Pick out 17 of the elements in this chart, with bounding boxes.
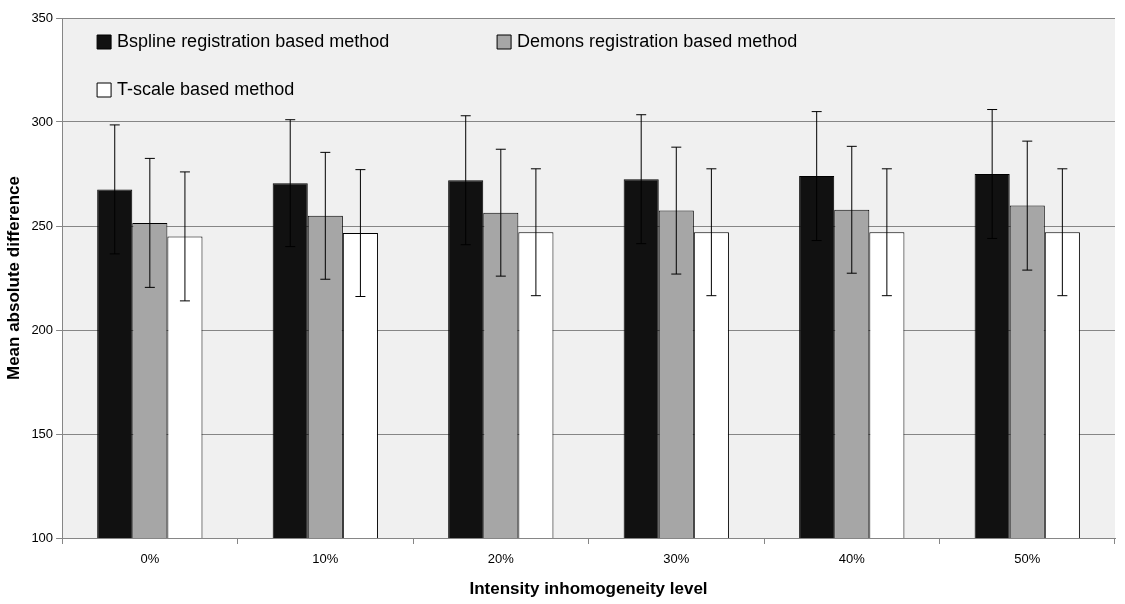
x-tick-label: 0% xyxy=(140,551,160,567)
legend-label: T-scale based method xyxy=(117,78,295,99)
x-axis-title: Intensity inhomogeneity level xyxy=(469,579,708,599)
x-tick-label: 20% xyxy=(487,551,515,567)
x-tick-label: 10% xyxy=(312,551,339,567)
x-tick-label: 40% xyxy=(838,551,866,567)
x-tick-label: 30% xyxy=(663,551,690,567)
y-tick-label: 300 xyxy=(31,113,54,129)
y-tick-label: 350 xyxy=(31,9,54,25)
x-tick-label: 50% xyxy=(1014,551,1041,567)
y-tick-label: 150 xyxy=(31,425,54,441)
y-tick-label: 200 xyxy=(31,321,54,337)
y-axis-title: Mean absolute difference xyxy=(3,175,23,381)
legend-label: Bspline registration based method xyxy=(117,30,390,51)
y-tick-label: 250 xyxy=(31,217,54,233)
y-tick-label: 100 xyxy=(31,529,54,545)
legend-label: Demons registration based method xyxy=(517,30,798,51)
